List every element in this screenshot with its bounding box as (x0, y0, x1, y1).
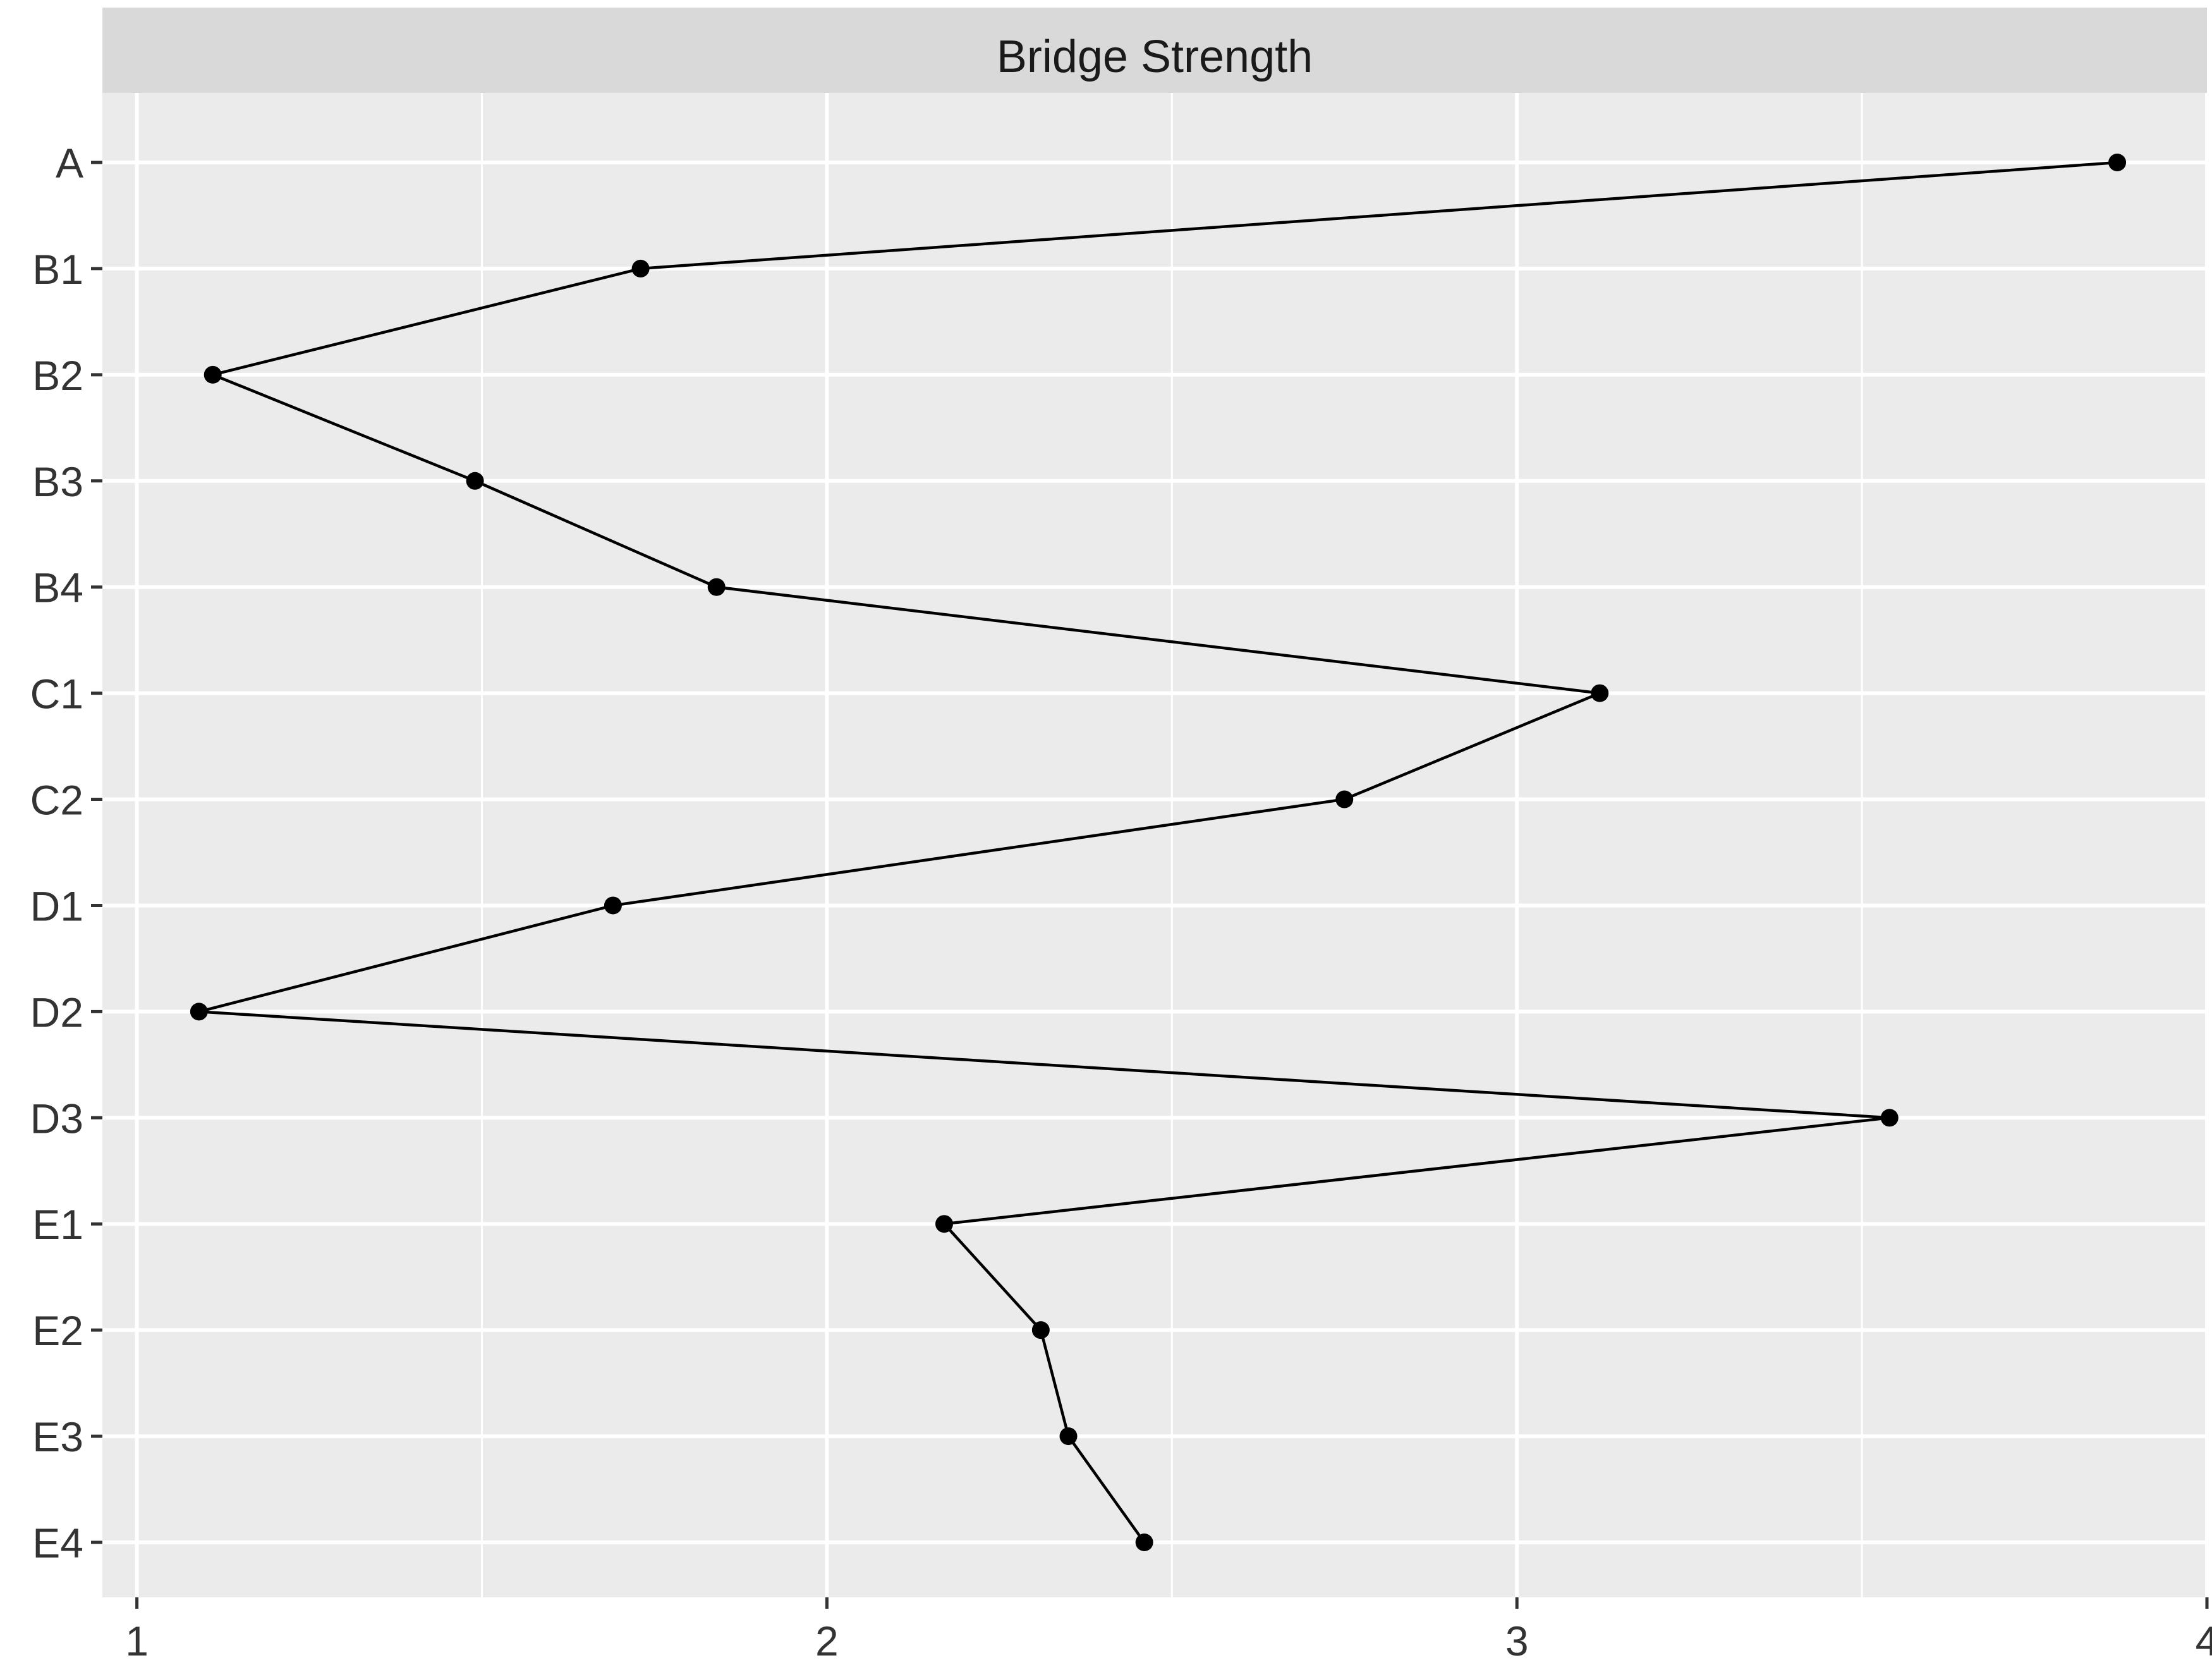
x-tick-label: 4 (2196, 1618, 2212, 1664)
data-point-b3 (466, 472, 484, 490)
y-tick-label: D3 (30, 1095, 83, 1142)
y-tick-label: C1 (30, 671, 83, 717)
data-point-b2 (204, 365, 222, 384)
y-tick-label: E4 (32, 1520, 83, 1566)
data-point-d2 (190, 1003, 208, 1021)
data-point-b4 (707, 578, 726, 596)
data-point-e4 (1135, 1534, 1153, 1551)
y-tick-label: E2 (32, 1307, 83, 1354)
facet-strip-title: Bridge Strength (997, 32, 1313, 82)
x-tick-label: 1 (125, 1618, 149, 1664)
series-line (197, 161, 2118, 1544)
data-point-d3 (1880, 1109, 1899, 1127)
plot-panel (102, 93, 2207, 1597)
grid-lines (102, 93, 2209, 1597)
y-tick-label: C2 (30, 777, 83, 824)
data-point-a (2108, 154, 2127, 171)
data-point-e3 (1059, 1427, 1078, 1446)
y-tick-label: B3 (32, 458, 83, 505)
data-point-d1 (604, 896, 622, 915)
y-tick-label: E1 (32, 1201, 83, 1248)
y-tick-label: B4 (32, 564, 83, 611)
data-point-c1 (1591, 684, 1609, 702)
data-point-e2 (1031, 1321, 1050, 1339)
data-point-c2 (1335, 790, 1354, 808)
facet-strip (102, 8, 2207, 93)
x-tick-label: 3 (1505, 1618, 1529, 1664)
data-series (190, 154, 2127, 1551)
y-tick-label: B1 (32, 246, 83, 293)
axes: A B1 B2 B3 B4 C1 C2 D1 D2 D3 E1 E2 E3 E4 1 2 3 4 (30, 140, 2212, 1664)
x-tick-label: 2 (815, 1618, 839, 1664)
y-tick-label: B2 (32, 352, 83, 399)
y-tick-label: A (56, 140, 83, 186)
y-tick-label: E3 (32, 1413, 83, 1460)
y-tick-label: D1 (30, 882, 83, 929)
data-point-b1 (631, 259, 650, 277)
data-point-e1 (935, 1215, 953, 1233)
y-tick-label: D2 (30, 989, 83, 1035)
